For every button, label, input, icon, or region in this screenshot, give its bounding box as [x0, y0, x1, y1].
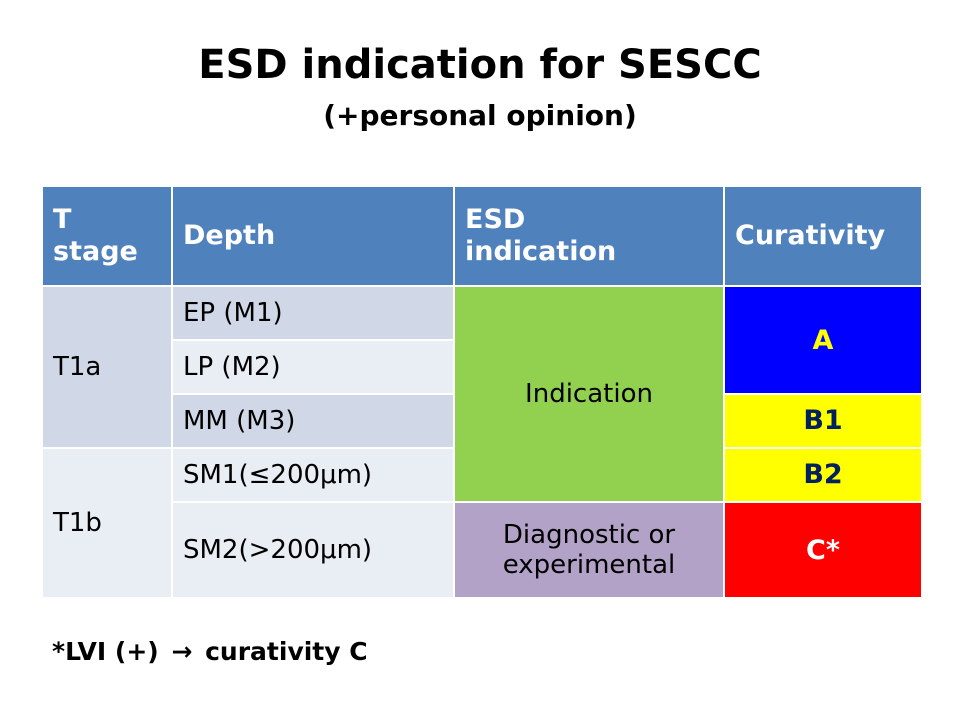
depth-sm2: SM2(>200μm) — [171, 501, 455, 599]
header-esd-line1: ESD — [465, 204, 526, 235]
table-row: T1b SM1(≤200μm) B2 — [41, 447, 923, 599]
curativity-c: C* — [723, 501, 923, 599]
table-row: LP (M2) — [42, 339, 922, 395]
curativity-b2: B2 — [723, 447, 923, 503]
footnote-lvi: *LVI (+) — [52, 637, 159, 666]
slide-title: ESD indication for SESCC — [198, 42, 762, 88]
esd-indication-table: T stage Depth ESD indication Curativity … — [41, 185, 923, 599]
footnote-curativity: curativity C — [205, 637, 368, 666]
header-esd-line2: indication — [465, 236, 617, 267]
t-stage-t1a: T1a — [41, 285, 173, 449]
table-header-row: T stage Depth ESD indication Curativity — [41, 185, 923, 287]
header-esd-indication: ESD indication — [453, 185, 725, 287]
arrow-right-icon: → — [171, 637, 193, 666]
depth-sm1: SM1(≤200μm) — [171, 447, 455, 503]
table-row: MM (M3) B1 — [42, 393, 923, 449]
esd-diagnostic-cell: Diagnostic or experimental — [453, 501, 725, 599]
depth-ep-m1: EP (M1) — [171, 285, 455, 341]
curativity-a: A — [723, 285, 923, 395]
diagnostic-line1: Diagnostic or — [502, 520, 676, 550]
footnote: *LVI (+) → curativity C — [52, 636, 368, 668]
depth-lp-m2: LP (M2) — [171, 339, 455, 395]
header-curativity: Curativity — [723, 185, 923, 287]
header-t-stage-line1: T — [53, 204, 72, 235]
header-depth: Depth — [171, 185, 455, 287]
header-t-stage: T stage — [41, 185, 173, 287]
table-row: SM2(>200μm) Diagnostic or experimental C… — [42, 501, 923, 599]
curativity-b1: B1 — [723, 393, 923, 449]
depth-mm-m3: MM (M3) — [171, 393, 455, 449]
diagnostic-line2: experimental — [502, 550, 676, 580]
esd-indication-cell: Indication — [453, 285, 725, 503]
table-row: T1a EP (M1) Indication A — [41, 285, 923, 503]
header-t-stage-line2: stage — [53, 236, 138, 267]
t-stage-t1b: T1b — [41, 447, 173, 599]
slide-subtitle: (+personal opinion) — [323, 99, 637, 132]
